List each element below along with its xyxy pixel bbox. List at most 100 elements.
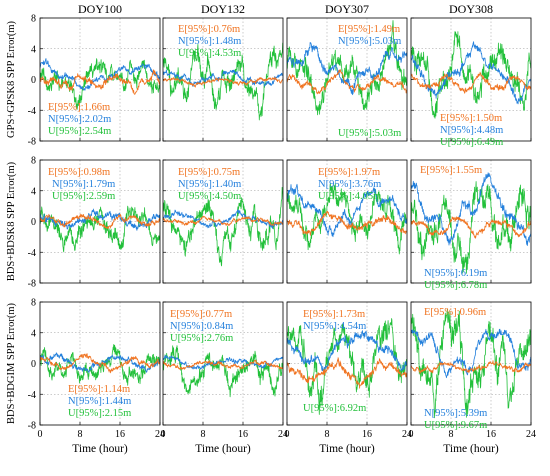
accuracy-label-e: E[95%]:1.73m (303, 309, 365, 320)
accuracy-label-e: E[95%]:1.55m (420, 165, 482, 176)
x-tick-label: 16 (115, 429, 125, 440)
x-axis-label: Time (hour) (72, 443, 128, 455)
y-tick-label: 0 (31, 359, 36, 370)
y-tick-label: 8 (31, 156, 36, 167)
accuracy-label-n: N[95%]:6.19m (424, 268, 487, 279)
series-line-e (40, 353, 160, 374)
panel-frame (286, 301, 408, 426)
series-line-n (163, 355, 283, 370)
series-line-e (40, 69, 160, 95)
series-line-e (287, 210, 407, 236)
accuracy-label-e: E[95%]:1.50m (440, 113, 502, 124)
series-line-u (411, 308, 531, 419)
accuracy-label-e: E[95%]:1.49m (338, 24, 400, 35)
row-label: BDS+BDGIM SPP Error(m) (6, 302, 17, 424)
column-title: DOY132 (201, 2, 245, 16)
accuracy-label-n: N[95%]:2.02m (48, 114, 111, 125)
accuracy-label-n: N[95%]:3.76m (318, 179, 381, 190)
series-line-u (163, 42, 283, 121)
x-tick-label: 8 (325, 429, 330, 440)
accuracy-label-e: E[95%]:1.66m (48, 102, 110, 113)
accuracy-label-e: E[95%]:0.96m (424, 307, 486, 318)
series-line-n (163, 209, 283, 229)
y-tick-label: 4 (31, 328, 36, 339)
series-line-n (40, 208, 160, 231)
x-axis-label: Time (hour) (319, 443, 375, 455)
series-line-e (163, 76, 283, 88)
series-line-e (163, 359, 283, 370)
accuracy-label-u: U[95%]:4.05m (318, 191, 381, 202)
series-line-u (40, 205, 160, 253)
panel-frame (410, 301, 532, 426)
y-tick-label: 8 (31, 14, 36, 25)
series-line-e (287, 69, 407, 95)
accuracy-label-u: U[95%]:6.92m (303, 403, 366, 414)
accuracy-label-n: N[95%]:0.84m (170, 321, 233, 332)
x-tick-label: 0 (409, 429, 414, 440)
accuracy-label-u: U[95%]:4.50m (178, 191, 241, 202)
accuracy-label-e: E[95%]:0.98m (48, 167, 110, 178)
y-tick-label: -4 (28, 390, 36, 401)
y-tick-label: -8 (28, 421, 36, 432)
panel-frame (410, 159, 532, 284)
accuracy-label-e: E[95%]:0.77m (170, 309, 232, 320)
accuracy-label-n: N[95%]:4.48m (440, 125, 503, 136)
accuracy-label-u: U[95%]:2.54m (48, 126, 111, 137)
accuracy-label-e: E[95%]:1.97m (318, 167, 380, 178)
panel-frame (162, 301, 284, 426)
panel-frame (39, 159, 161, 284)
accuracy-label-n: N[95%]:1.40m (178, 179, 241, 190)
panel-frame (286, 17, 408, 142)
x-tick-label: 16 (362, 429, 372, 440)
accuracy-label-u: U[95%]:2.76m (170, 333, 233, 344)
x-tick-label: 0 (285, 429, 290, 440)
accuracy-label-u: U[95%]:2.15m (68, 408, 131, 419)
series-line-n (40, 58, 160, 91)
x-tick-label: 24 (278, 429, 288, 440)
accuracy-label-u: U[95%]:6.78m (424, 280, 487, 291)
y-tick-label: -8 (28, 137, 36, 148)
series-line-u (411, 31, 531, 119)
accuracy-label-n: N[95%]:5.39m (424, 408, 487, 419)
x-axis-label: Time (hour) (195, 443, 251, 455)
y-tick-label: 0 (31, 217, 36, 228)
y-tick-label: -4 (28, 248, 36, 259)
series-line-n (163, 69, 283, 87)
series-line-u (163, 186, 283, 267)
accuracy-label-n: N[95%]:1.79m (52, 179, 115, 190)
series-line-u (163, 345, 283, 398)
panel-frame (162, 17, 284, 142)
series-line-n (411, 172, 531, 247)
panel-frame (162, 159, 284, 284)
accuracy-label-e: E[95%]:0.75m (178, 167, 240, 178)
column-title: DOY307 (325, 2, 369, 16)
accuracy-label-e: E[95%]:1.14m (68, 384, 130, 395)
series-line-e (163, 215, 283, 227)
series-line-u (40, 344, 160, 386)
accuracy-label-n: N[95%]:1.44m (68, 396, 131, 407)
y-tick-label: -4 (28, 106, 36, 117)
panel-frame (410, 17, 532, 142)
x-tick-label: 24 (526, 429, 536, 440)
series-line-e (287, 357, 407, 389)
row-label: GPS+GPSK8 SPP Error(m) (6, 21, 17, 138)
x-tick-label: 16 (486, 429, 496, 440)
x-tick-label: 8 (201, 429, 206, 440)
series-line-n (287, 330, 407, 373)
y-tick-label: 8 (31, 298, 36, 309)
accuracy-label-n: N[95%]:1.48m (178, 36, 241, 47)
y-tick-label: 4 (31, 186, 36, 197)
series-line-n (287, 183, 407, 238)
x-axis-label: Time (hour) (443, 443, 499, 455)
series-line-e (411, 216, 531, 239)
panel-frame (286, 159, 408, 284)
row-label: BDS+BDSK8 SPP Error(m) (6, 161, 17, 281)
x-tick-label: 8 (78, 429, 83, 440)
accuracy-label-e: E[95%]:0.76m (178, 24, 240, 35)
accuracy-label-u: U[95%]:5.03m (338, 128, 401, 139)
x-tick-label: 24 (402, 429, 412, 440)
column-title: DOY308 (449, 2, 493, 16)
series-line-e (411, 360, 531, 374)
y-tick-label: 4 (31, 44, 36, 55)
